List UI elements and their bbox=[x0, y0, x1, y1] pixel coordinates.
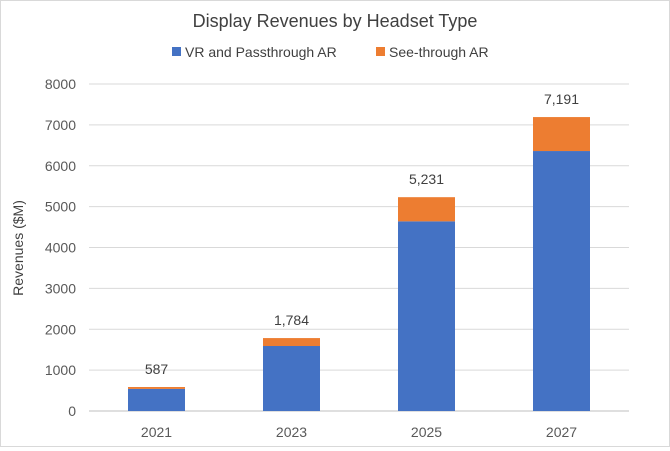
y-tick-labels: 0 1000 2000 3000 4000 5000 6000 7000 8000 bbox=[45, 76, 76, 419]
legend-swatch-see-through bbox=[376, 47, 385, 56]
y-axis-label: Revenues ($M) bbox=[10, 200, 26, 296]
y-tick-label-6000: 6000 bbox=[45, 158, 76, 174]
total-label-2023: 1,784 bbox=[274, 312, 309, 328]
total-label-2027: 7,191 bbox=[544, 91, 579, 107]
y-tick-label-0: 0 bbox=[68, 403, 76, 419]
x-tick-label-2027: 2027 bbox=[546, 424, 577, 440]
bar-2021-see-through bbox=[128, 387, 185, 389]
chart-frame: Display Revenues by Headset Type VR and … bbox=[0, 0, 670, 447]
bar-2023-vr-passthrough bbox=[263, 346, 320, 411]
bar-2021-vr-passthrough bbox=[128, 389, 185, 411]
legend-label-see-through: See-through AR bbox=[389, 44, 489, 60]
x-tick-label-2025: 2025 bbox=[411, 424, 442, 440]
bar-2027-see-through bbox=[533, 117, 590, 151]
legend-label-vr-passthrough: VR and Passthrough AR bbox=[185, 44, 337, 60]
y-tick-label-7000: 7000 bbox=[45, 117, 76, 133]
y-tick-label-5000: 5000 bbox=[45, 199, 76, 215]
total-labels: 587 1,784 5,231 7,191 bbox=[145, 91, 579, 377]
total-label-2025: 5,231 bbox=[409, 171, 444, 187]
y-tick-label-1000: 1000 bbox=[45, 362, 76, 378]
chart-title: Display Revenues by Headset Type bbox=[193, 11, 478, 31]
legend-swatch-vr-passthrough bbox=[172, 47, 181, 56]
x-tick-labels: 2021 2023 2025 2027 bbox=[141, 424, 577, 440]
bar-2025-see-through bbox=[398, 197, 455, 221]
bar-2023-see-through bbox=[263, 338, 320, 346]
bar-2027-vr-passthrough bbox=[533, 151, 590, 411]
x-tick-label-2021: 2021 bbox=[141, 424, 172, 440]
y-tick-label-8000: 8000 bbox=[45, 76, 76, 92]
total-label-2021: 587 bbox=[145, 361, 169, 377]
y-tick-label-4000: 4000 bbox=[45, 240, 76, 256]
bar-2025-vr-passthrough bbox=[398, 221, 455, 411]
stacked-bar-chart: Display Revenues by Headset Type VR and … bbox=[1, 1, 669, 446]
legend: VR and Passthrough AR See-through AR bbox=[172, 44, 489, 60]
x-tick-label-2023: 2023 bbox=[276, 424, 307, 440]
bars bbox=[128, 117, 590, 411]
y-tick-label-3000: 3000 bbox=[45, 280, 76, 296]
y-tick-label-2000: 2000 bbox=[45, 321, 76, 337]
